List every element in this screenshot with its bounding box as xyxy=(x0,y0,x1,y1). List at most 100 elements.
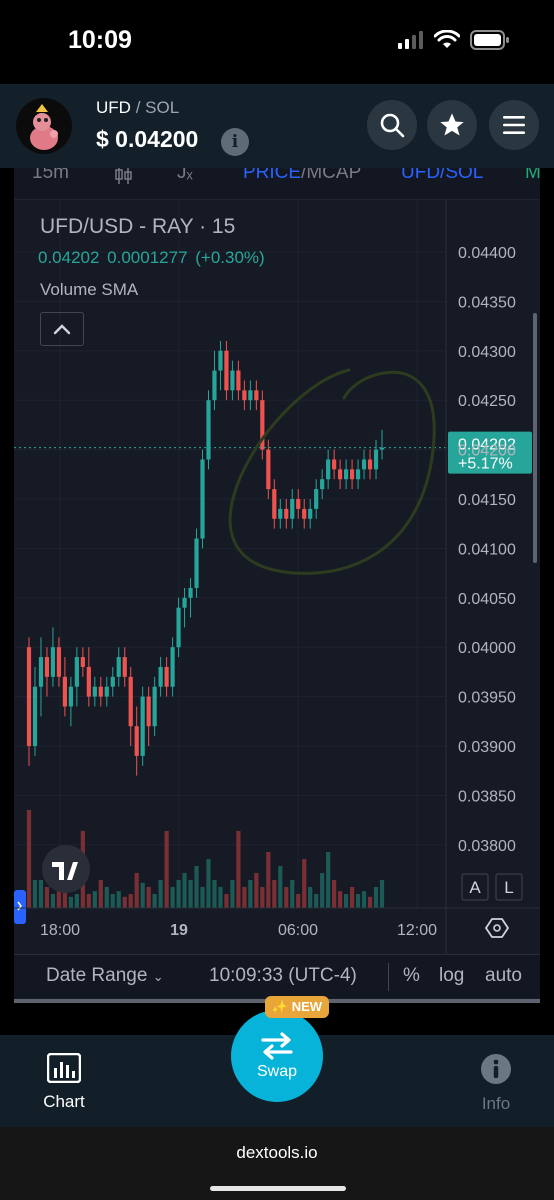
volume-bar xyxy=(56,887,62,908)
chevron-down-icon: ⌄ xyxy=(152,969,164,984)
candle-body xyxy=(314,489,319,509)
favorite-button[interactable] xyxy=(427,100,477,150)
percent-toggle[interactable]: % xyxy=(403,965,420,986)
volume-bar xyxy=(122,896,127,908)
nav-chart[interactable]: Chart xyxy=(24,1052,104,1112)
status-time: 10:09 xyxy=(68,26,132,54)
volume-bar xyxy=(152,894,157,908)
candle-body xyxy=(80,657,85,667)
status-bar: 10:09 xyxy=(0,0,554,84)
chart-panel: 15m Jₓ PRICE/MCAP UFD/SOL M 0.04202 +5.17… xyxy=(14,168,540,1003)
candle-body xyxy=(110,676,115,687)
chart-clock[interactable]: 10:09:33 (UTC-4) xyxy=(209,965,357,986)
candle-body xyxy=(349,469,355,480)
price-chart[interactable]: 0.04202 +5.17% A L 0.04400 0.04350 0.04300 0.0… xyxy=(14,168,540,954)
volume-bar xyxy=(116,891,121,908)
volume-bar xyxy=(308,887,313,908)
volume-bar xyxy=(332,880,337,908)
home-indicator xyxy=(210,1186,346,1191)
volume-bar xyxy=(26,810,32,908)
candle-body xyxy=(338,469,343,480)
token-symbol: UFD xyxy=(96,98,131,117)
candle-body xyxy=(158,666,163,687)
x-tick-label: 19 xyxy=(170,922,188,939)
swap-button[interactable]: Swap xyxy=(231,1010,323,1102)
chart-bottom-bar: Date Range ⌄ 10:09:33 (UTC-4) % log auto xyxy=(14,954,540,998)
volume-bar xyxy=(272,880,277,908)
nav-chart-label: Chart xyxy=(43,1092,85,1111)
menu-button[interactable] xyxy=(489,100,539,150)
candle-body xyxy=(104,686,109,697)
token-header: UFD / SOL $ 0.04200 i xyxy=(0,84,554,168)
candle-type-icon[interactable] xyxy=(114,168,134,192)
date-range-button[interactable]: Date Range ⌄ xyxy=(46,965,164,987)
y-tick-label: 0.03950 xyxy=(458,690,516,707)
scale-button-label: L xyxy=(504,878,513,897)
info-icon[interactable]: i xyxy=(221,128,249,156)
y-tick-label: 0.03800 xyxy=(458,838,516,855)
scale-button-a xyxy=(461,873,489,901)
menu-icon xyxy=(503,116,525,134)
candle-body xyxy=(170,647,175,687)
volume-bar xyxy=(355,894,361,908)
volume-bar xyxy=(344,894,349,908)
candle-body xyxy=(122,657,127,677)
date-range-label: Date Range xyxy=(46,965,148,986)
chevron-up-icon xyxy=(53,324,71,335)
url-text[interactable]: dextools.io xyxy=(236,1143,318,1162)
candle-body xyxy=(38,657,44,687)
indicators-button[interactable]: Jₓ xyxy=(177,168,193,183)
nav-info[interactable]: Info xyxy=(456,1053,536,1114)
volume-bar xyxy=(86,894,91,908)
candle-body xyxy=(332,459,337,470)
volume-bar xyxy=(373,887,379,908)
volume-bar xyxy=(182,873,187,908)
y-tick-label: 0.04050 xyxy=(458,591,516,608)
volume-bar xyxy=(200,887,205,908)
x-tick-label: 12:00 xyxy=(397,922,437,939)
y-tick-label: 0.03900 xyxy=(458,739,516,756)
x-tick-label: 06:00 xyxy=(278,922,318,939)
volume-bar xyxy=(242,887,247,908)
volume-bar xyxy=(32,880,38,908)
y-tick-label: 0.04250 xyxy=(458,393,516,410)
more-toggle[interactable]: M xyxy=(525,168,540,183)
candle-body xyxy=(266,449,271,490)
candle-body xyxy=(326,459,331,480)
volume-bar xyxy=(290,880,295,908)
volume-bar xyxy=(92,891,97,908)
y-tick-label: 0.04000 xyxy=(458,640,516,657)
volume-bar xyxy=(314,894,319,908)
volume-bar xyxy=(367,896,373,908)
new-badge-label: NEW xyxy=(291,999,323,1014)
log-toggle[interactable]: log xyxy=(439,965,465,986)
auto-toggle[interactable]: auto xyxy=(485,965,522,986)
search-button[interactable] xyxy=(367,100,417,150)
quote-symbol: SOL xyxy=(145,98,180,117)
swap-label: Swap xyxy=(256,1063,298,1080)
candle-body xyxy=(236,370,241,391)
volume-bar xyxy=(338,891,343,908)
candle-body xyxy=(373,449,379,470)
pair-toggle[interactable]: UFD/SOL xyxy=(401,168,484,183)
volume-bar xyxy=(62,891,67,908)
candle-body xyxy=(230,370,235,391)
candle-body xyxy=(200,459,205,539)
volume-bar xyxy=(194,866,199,908)
candle-body xyxy=(212,370,217,401)
volume-bar xyxy=(164,831,169,908)
volume-bar xyxy=(158,880,163,908)
volume-bar xyxy=(248,880,253,908)
token-avatar[interactable] xyxy=(16,98,72,154)
y-tick-label: 0.04100 xyxy=(458,541,516,558)
interval-selector[interactable]: 15m xyxy=(32,168,69,183)
y-tick-label: 0.04350 xyxy=(458,294,516,311)
battery-icon xyxy=(470,30,509,50)
collapse-legend-button[interactable] xyxy=(40,312,84,346)
candle-body xyxy=(361,459,367,470)
volume-bar xyxy=(206,859,211,908)
candle-body xyxy=(290,499,295,519)
token-pair: UFD / SOL xyxy=(96,98,179,118)
price-mcap-toggle[interactable]: PRICE/MCAP xyxy=(243,168,361,184)
mcap-label: /MCAP xyxy=(301,168,362,183)
